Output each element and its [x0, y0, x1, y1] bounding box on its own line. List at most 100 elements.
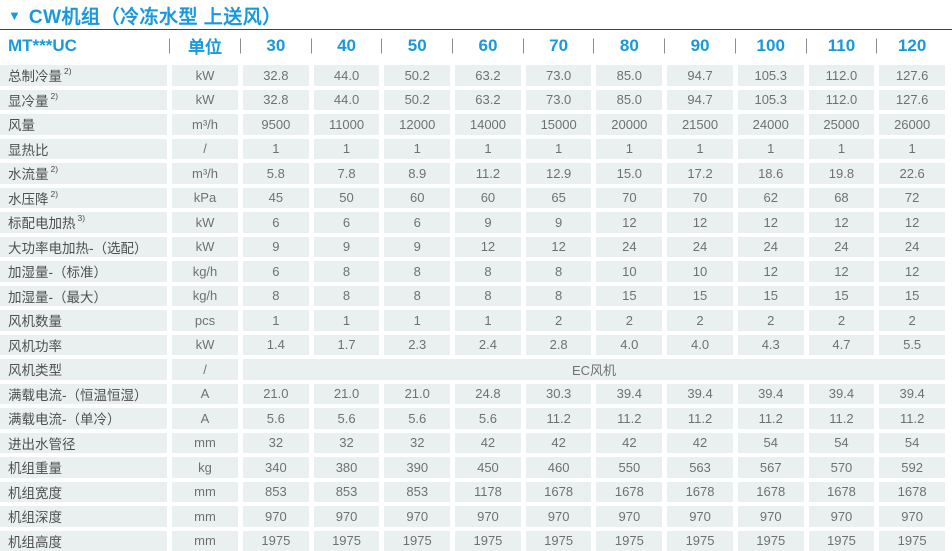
row-label: 风机数量 [0, 310, 167, 331]
model-size-header: 30 [243, 30, 309, 61]
column-divider [876, 38, 877, 53]
value-cell: 11000 [314, 114, 380, 135]
value-cell: 54 [879, 433, 945, 454]
row-unit: kW [172, 237, 238, 258]
value-cell: 9 [526, 212, 592, 233]
value-cell: 15 [596, 286, 662, 307]
value-cell: 5.8 [243, 163, 309, 184]
value-cell: 63.2 [455, 90, 521, 111]
row-label-text: 标配电加热 [8, 212, 76, 232]
value-cell: 12 [455, 237, 521, 258]
value-cell: 127.6 [879, 65, 945, 86]
value-cell: 5.6 [384, 408, 450, 429]
value-cell: 570 [809, 457, 875, 478]
column-divider [311, 38, 312, 53]
value-cell: 73.0 [526, 65, 592, 86]
value-cell: 1975 [879, 531, 945, 551]
column-divider [593, 38, 594, 53]
row-label-text: 加湿量-（最大） [8, 286, 107, 306]
value-cell: 24000 [738, 114, 804, 135]
value-cell: 970 [314, 506, 380, 527]
value-cell: 15 [809, 286, 875, 307]
value-cell: 127.6 [879, 90, 945, 111]
column-divider [735, 38, 736, 53]
footnote-superscript: 2) [64, 66, 72, 76]
value-cell: 8 [243, 286, 309, 307]
row-label-text: 加湿量-（标准） [8, 261, 107, 281]
row-label: 进出水管径 [0, 433, 167, 454]
value-cell: 970 [455, 506, 521, 527]
value-cell: 44.0 [314, 90, 380, 111]
value-cell: 1178 [455, 482, 521, 503]
value-cell: 15.0 [596, 163, 662, 184]
row-label: 加湿量-（标准） [0, 261, 167, 282]
value-cell: 14000 [455, 114, 521, 135]
value-cell: 2.8 [526, 335, 592, 356]
value-cell: 24.8 [455, 384, 521, 405]
value-cell: 39.4 [738, 384, 804, 405]
value-cell: 970 [243, 506, 309, 527]
value-cell: 112.0 [809, 65, 875, 86]
value-cell: 8 [526, 261, 592, 282]
value-cell: 68 [809, 188, 875, 209]
value-cell: 112.0 [809, 90, 875, 111]
value-cell: 4.0 [667, 335, 733, 356]
value-cell: 21500 [667, 114, 733, 135]
row-unit: kg/h [172, 261, 238, 282]
value-cell: 72 [879, 188, 945, 209]
value-cell: 12 [596, 212, 662, 233]
value-cell: 11.2 [667, 408, 733, 429]
value-cell: 11.2 [455, 163, 521, 184]
value-cell: 20000 [596, 114, 662, 135]
column-divider [169, 38, 170, 53]
value-cell: 32 [384, 433, 450, 454]
value-cell: 24 [667, 237, 733, 258]
value-cell: 8.9 [384, 163, 450, 184]
value-cell: 550 [596, 457, 662, 478]
value-cell: 12 [738, 261, 804, 282]
value-cell: 9 [243, 237, 309, 258]
value-cell: 6 [314, 212, 380, 233]
value-cell: 39.4 [596, 384, 662, 405]
value-cell: 42 [526, 433, 592, 454]
value-cell: 853 [384, 482, 450, 503]
row-label: 满载电流-（单冷） [0, 408, 167, 429]
value-cell: 8 [455, 286, 521, 307]
footnote-superscript: 3) [78, 213, 86, 223]
value-cell: 15 [738, 286, 804, 307]
value-cell: 2.3 [384, 335, 450, 356]
value-cell: 24 [738, 237, 804, 258]
value-cell: 26000 [879, 114, 945, 135]
row-label-text: 机组重量 [8, 457, 62, 477]
value-cell: 1 [596, 139, 662, 160]
footnote-superscript: 2) [51, 91, 59, 101]
value-cell: 8 [526, 286, 592, 307]
value-cell: 10 [596, 261, 662, 282]
value-cell: 60 [455, 188, 521, 209]
value-cell: 2 [596, 310, 662, 331]
row-label: 大功率电加热-（选配） [0, 237, 167, 258]
value-cell: 9500 [243, 114, 309, 135]
value-cell: 390 [384, 457, 450, 478]
value-cell: 24 [879, 237, 945, 258]
value-cell: 1975 [455, 531, 521, 551]
row-unit: mm [172, 531, 238, 551]
value-cell: 70 [596, 188, 662, 209]
value-cell: 39.4 [809, 384, 875, 405]
model-size-header: 40 [314, 30, 380, 61]
value-cell: 21.0 [384, 384, 450, 405]
value-cell: 1.7 [314, 335, 380, 356]
row-label-text: 机组高度 [8, 531, 62, 551]
value-cell: 1678 [526, 482, 592, 503]
row-label-text: 风机类型 [8, 359, 62, 379]
row-unit: mm [172, 482, 238, 503]
footnote-superscript: 2) [51, 189, 59, 199]
section-triangle-icon: ▼ [8, 9, 21, 22]
